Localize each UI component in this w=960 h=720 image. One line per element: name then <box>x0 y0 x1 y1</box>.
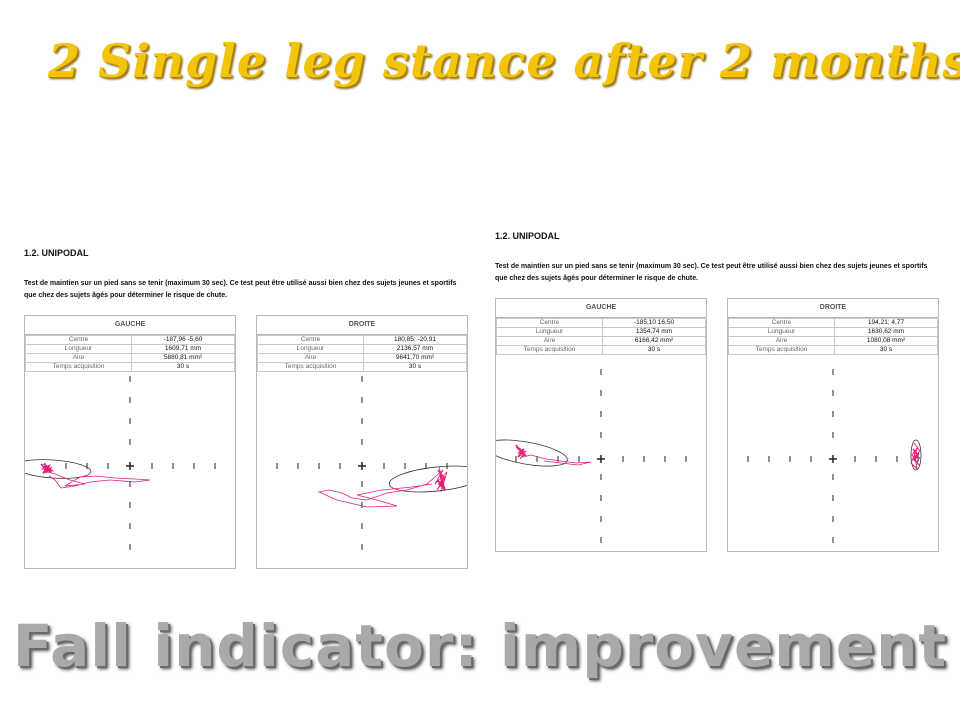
report-before: 1.2. UNIPODAL Test de maintien sur un pi… <box>24 248 470 593</box>
report-description: Test de maintien sur un pied sans se ten… <box>495 263 928 282</box>
table-row: Longueur 2136,57 mm <box>257 344 467 354</box>
table-row: Centre -187,96 -5,60 <box>25 335 235 345</box>
panel-title: DROITE <box>257 316 467 335</box>
stabilogram-plot <box>25 376 216 550</box>
row-value: 30 s <box>131 362 235 372</box>
stabilogram-plot <box>276 376 467 550</box>
sway-trace <box>317 466 448 508</box>
axis-ticks <box>515 369 687 543</box>
panel-title: GAUCHE <box>25 316 235 335</box>
row-label: Temps acquisition <box>728 345 835 355</box>
row-value: 30 s <box>834 345 938 355</box>
sway-cluster <box>912 448 920 462</box>
table-row: Centre -185,10 16,50 <box>496 318 706 328</box>
report-description: Test de maintien sur un pied sans se ten… <box>24 280 457 299</box>
report-heading: 1.2. UNIPODAL <box>495 231 560 241</box>
sway-trace <box>40 463 151 489</box>
row-label: Aire <box>257 353 364 363</box>
row-label: Aire <box>496 336 603 346</box>
sway-cluster <box>436 469 446 491</box>
confidence-ellipse <box>388 465 467 493</box>
row-value: 5880,81 mm² <box>131 353 235 363</box>
sway-cluster <box>515 444 527 458</box>
confidence-ellipse <box>496 439 568 467</box>
row-value: 30 s <box>363 362 467 372</box>
table-row: Aire 6166,42 mm² <box>496 336 706 346</box>
sway-trace <box>515 446 592 466</box>
panel-title: DROITE <box>728 299 938 318</box>
table-row: Longueur 1354,74 mm <box>496 327 706 337</box>
row-value: 180,85; -20,91 <box>363 335 467 345</box>
table-row: Aire 9641,70 mm² <box>257 353 467 363</box>
row-label: Temps acquisition <box>496 345 603 355</box>
table-row: Aire 5880,81 mm² <box>25 353 235 363</box>
row-label: Temps acquisition <box>25 362 132 372</box>
row-label: Centre <box>496 318 603 328</box>
row-label: Temps acquisition <box>257 362 364 372</box>
row-label: Centre <box>25 335 132 345</box>
report-after: 1.2. UNIPODAL Test de maintien sur un pi… <box>495 231 941 576</box>
row-label: Longueur <box>257 344 364 354</box>
row-value: 1080,08 mm² <box>834 336 938 346</box>
measures-table: Centre -187,96 -5,60 Longueur 1609,71 mm A… <box>25 335 235 372</box>
slide-title: 2 Single leg stance after 2 months <box>48 34 960 88</box>
row-value: 1354,74 mm <box>602 327 706 337</box>
row-value: 2136,57 mm <box>363 344 467 354</box>
panel-droite: DROITE Centre 180,85; -20,91 Longueur 2136… <box>256 315 468 569</box>
row-value: 1609,71 mm <box>131 344 235 354</box>
panel-gauche: GAUCHE Centre -187,96 -5,60 Longueur 1609,… <box>24 315 236 569</box>
measures-table: Centre 194,21; 4,77 Longueur 1630,62 mm Ai… <box>728 318 938 355</box>
table-row: Temps acquisition 30 s <box>25 362 235 372</box>
table-row: Longueur 1609,71 mm <box>25 344 235 354</box>
table-row: Temps acquisition 30 s <box>257 362 467 372</box>
row-value: 9641,70 mm² <box>363 353 467 363</box>
row-label: Centre <box>257 335 364 345</box>
stabilogram-plot <box>496 369 687 543</box>
table-row: Aire 1080,08 mm² <box>728 336 938 346</box>
panel-droite: DROITE Centre 194,21; 4,77 Longueur 1630,6… <box>727 298 939 552</box>
stabilogram-plot <box>747 369 922 543</box>
measures-table: Centre -185,10 16,50 Longueur 1354,74 mm A… <box>496 318 706 355</box>
report-heading: 1.2. UNIPODAL <box>24 248 89 258</box>
row-value: 30 s <box>602 345 706 355</box>
row-label: Aire <box>728 336 835 346</box>
sway-cluster <box>40 463 52 474</box>
table-row: Temps acquisition 30 s <box>496 345 706 355</box>
measures-table: Centre 180,85; -20,91 Longueur 2136,57 mm … <box>257 335 467 372</box>
row-value: -187,96 -5,60 <box>131 335 235 345</box>
table-row: Temps acquisition 30 s <box>728 345 938 355</box>
axis-ticks <box>747 369 919 543</box>
table-row: Longueur 1630,62 mm <box>728 327 938 337</box>
row-value: 194,21; 4,77 <box>834 318 938 328</box>
confidence-ellipse <box>910 439 922 471</box>
panel-gauche: GAUCHE Centre -185,10 16,50 Longueur 1354,… <box>495 298 707 552</box>
table-row: Centre 180,85; -20,91 <box>257 335 467 345</box>
row-label: Longueur <box>25 344 132 354</box>
row-value: 1630,62 mm <box>834 327 938 337</box>
row-label: Aire <box>25 353 132 363</box>
panel-title: GAUCHE <box>496 299 706 318</box>
axis-ticks <box>276 376 448 550</box>
slide-footer: Fall indicator: improvement <box>12 612 948 680</box>
row-value: -185,10 16,50 <box>602 318 706 328</box>
row-label: Centre <box>728 318 835 328</box>
table-row: Centre 194,21; 4,77 <box>728 318 938 328</box>
row-value: 6166,42 mm² <box>602 336 706 346</box>
row-label: Longueur <box>728 327 835 337</box>
row-label: Longueur <box>496 327 603 337</box>
axis-ticks <box>44 376 216 550</box>
